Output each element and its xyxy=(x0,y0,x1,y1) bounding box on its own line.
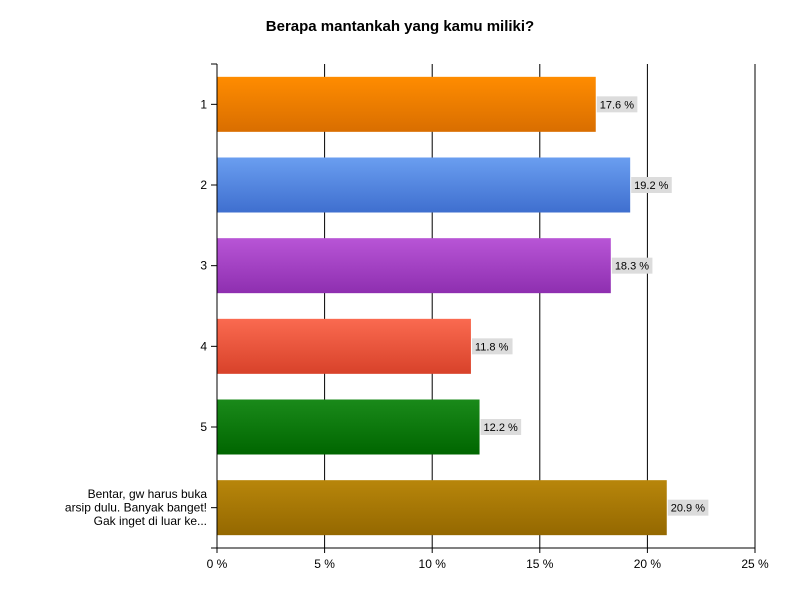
y-tick-label: 1 xyxy=(200,97,207,111)
x-tick-label: 0 % xyxy=(207,557,228,571)
x-tick-label: 10 % xyxy=(419,557,447,571)
data-label: 19.2 % xyxy=(634,180,668,192)
gridlines xyxy=(324,64,756,548)
data-label: 12.2 % xyxy=(484,422,518,434)
data-label-bg xyxy=(480,419,522,435)
bar xyxy=(217,318,471,374)
axes xyxy=(211,63,756,553)
x-tick-label: 15 % xyxy=(526,557,554,571)
data-label: 11.8 % xyxy=(475,341,509,353)
y-tick-label: 2 xyxy=(200,178,207,192)
bar xyxy=(217,76,596,132)
x-tick-label: 20 % xyxy=(634,557,662,571)
bars xyxy=(217,76,667,536)
bar xyxy=(217,157,631,213)
data-label: 17.6 % xyxy=(600,99,634,111)
data-labels: 17.6 % 19.2 % 18.3 % 11.8 % 12.2 % 20.9 % xyxy=(471,96,709,516)
chart-title: Berapa mantankah yang kamu miliki? xyxy=(265,18,535,35)
x-tick-label: 25 % xyxy=(741,557,769,571)
bar xyxy=(217,238,611,294)
y-tick-label: 4 xyxy=(200,339,207,353)
y-tick-label: Bentar, gw harus buka arsip dulu. Banyak … xyxy=(65,487,207,528)
data-label-bg xyxy=(631,177,672,193)
data-label: 18.3 % xyxy=(615,261,649,273)
bar xyxy=(217,480,667,536)
y-tick-labels: 1 2 3 4 5 Bentar, gw harus buka arsip dulu. Ba… xyxy=(65,97,207,528)
data-label: 20.9 % xyxy=(671,503,705,515)
data-label-bg xyxy=(611,257,653,274)
data-label-bg xyxy=(471,338,513,355)
y-tick-label: 5 xyxy=(200,420,207,434)
bar xyxy=(217,399,480,455)
data-label-bg xyxy=(596,96,638,113)
x-tick-labels: 0 % 5 % 10 % 15 % 20 % 25 % xyxy=(207,557,769,571)
x-tick-label: 5 % xyxy=(314,557,335,571)
y-tick-label: 3 xyxy=(200,259,207,273)
data-label-bg xyxy=(667,499,709,516)
